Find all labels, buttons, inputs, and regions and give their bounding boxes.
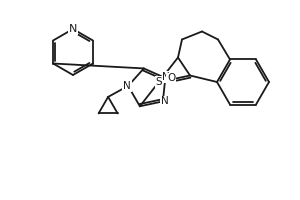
Text: N: N (69, 24, 77, 34)
Text: O: O (167, 73, 175, 83)
Text: N: N (161, 96, 169, 106)
Text: N: N (123, 81, 131, 91)
Text: S: S (156, 77, 162, 87)
Text: N: N (162, 72, 170, 82)
